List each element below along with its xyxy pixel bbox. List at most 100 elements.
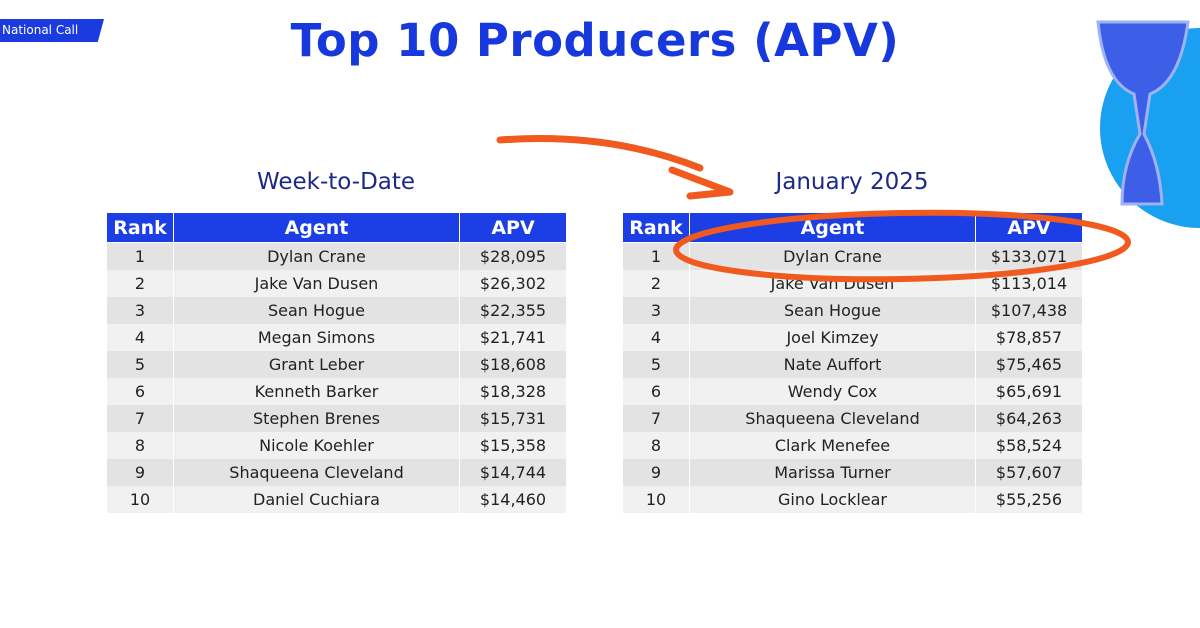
cell: $57,607 <box>975 459 1083 486</box>
cell: 2 <box>622 270 690 297</box>
cell: Daniel Cuchiara <box>173 486 460 513</box>
cell: $18,608 <box>459 351 567 378</box>
row: 4 Megan Simons $21,741 <box>106 324 567 351</box>
cell: Jake Van Dusen <box>689 270 976 297</box>
cell: Dylan Crane <box>689 242 976 270</box>
table-title: Week-to-Date <box>256 169 416 195</box>
table: Rank Agent APV 1 Dylan Crane $133,071 2 Jake Va… <box>622 212 1083 513</box>
cell: Kenneth Barker <box>173 378 460 405</box>
row: 1 Dylan Crane $133,071 <box>622 242 1083 270</box>
row: 4 Joel Kimzey $78,857 <box>622 324 1083 351</box>
cell: 10 <box>622 486 690 513</box>
cell: 7 <box>106 405 174 432</box>
cell: $22,355 <box>459 297 567 324</box>
header-cell: Agent <box>173 212 460 243</box>
row: 5 Nate Auffort $75,465 <box>622 351 1083 378</box>
cell: Clark Menefee <box>689 432 976 459</box>
cell: 9 <box>622 459 690 486</box>
cell: Grant Leber <box>173 351 460 378</box>
header-cell: APV <box>459 212 567 243</box>
title: Top 10 Producers (APV) <box>290 14 900 67</box>
cell: $75,465 <box>975 351 1083 378</box>
cell: $28,095 <box>459 242 567 270</box>
row: 7 Stephen Brenes $15,731 <box>106 405 567 432</box>
cell: $21,741 <box>459 324 567 351</box>
cell: 9 <box>106 459 174 486</box>
cell: 8 <box>106 432 174 459</box>
row: 2 Jake Van Dusen $26,302 <box>106 270 567 297</box>
cell: 8 <box>622 432 690 459</box>
table-head: Rank Agent APV <box>622 212 1083 243</box>
row: 5 Grant Leber $18,608 <box>106 351 567 378</box>
cell: 5 <box>622 351 690 378</box>
header-row: Rank Agent APV <box>106 212 567 243</box>
cell: 1 <box>622 242 690 270</box>
cell: Sean Hogue <box>173 297 460 324</box>
table: Rank Agent APV 1 Dylan Crane $28,095 2 Jake Van… <box>106 212 567 513</box>
row: 10 Gino Locklear $55,256 <box>622 486 1083 513</box>
cell: Nicole Koehler <box>173 432 460 459</box>
table-title: January 2025 <box>775 169 929 195</box>
cell: $58,524 <box>975 432 1083 459</box>
cell: $15,358 <box>459 432 567 459</box>
cell: $55,256 <box>975 486 1083 513</box>
cell: 4 <box>106 324 174 351</box>
row: 6 Kenneth Barker $18,328 <box>106 378 567 405</box>
cell: Jake Van Dusen <box>173 270 460 297</box>
row: 8 Clark Menefee $58,524 <box>622 432 1083 459</box>
table-body: 1 Dylan Crane $28,095 2 Jake Van Dusen $26,30… <box>106 242 567 513</box>
cell: $18,328 <box>459 378 567 405</box>
header-cell: Rank <box>622 212 690 243</box>
cell: Marissa Turner <box>689 459 976 486</box>
cell: $78,857 <box>975 324 1083 351</box>
cell: 6 <box>106 378 174 405</box>
arrow <box>496 135 704 172</box>
cell: 4 <box>622 324 690 351</box>
cell: $64,263 <box>975 405 1083 432</box>
cell: 6 <box>622 378 690 405</box>
row: 9 Shaqueena Cleveland $14,744 <box>106 459 567 486</box>
cell: Sean Hogue <box>689 297 976 324</box>
cell: Megan Simons <box>173 324 460 351</box>
cell: $14,744 <box>459 459 567 486</box>
row: 7 Shaqueena Cleveland $64,263 <box>622 405 1083 432</box>
header-cell: Rank <box>106 212 174 243</box>
header-cell: Agent <box>689 212 976 243</box>
row: 3 Sean Hogue $22,355 <box>106 297 567 324</box>
cell: Nate Auffort <box>689 351 976 378</box>
header-row: Rank Agent APV <box>622 212 1083 243</box>
row: 8 Nicole Koehler $15,358 <box>106 432 567 459</box>
cell: Joel Kimzey <box>689 324 976 351</box>
cell: 5 <box>106 351 174 378</box>
row: 1 Dylan Crane $28,095 <box>106 242 567 270</box>
cell: $113,014 <box>975 270 1083 297</box>
row: 10 Daniel Cuchiara $14,460 <box>106 486 567 513</box>
cell: Dylan Crane <box>173 242 460 270</box>
cell: $26,302 <box>459 270 567 297</box>
cell: $107,438 <box>975 297 1083 324</box>
cell: 2 <box>106 270 174 297</box>
row: 3 Sean Hogue $107,438 <box>622 297 1083 324</box>
table-head: Rank Agent APV <box>106 212 567 243</box>
cell: 10 <box>106 486 174 513</box>
row: 2 Jake Van Dusen $113,014 <box>622 270 1083 297</box>
row: 9 Marissa Turner $57,607 <box>622 459 1083 486</box>
cell: $15,731 <box>459 405 567 432</box>
cell: 3 <box>106 297 174 324</box>
cell: 3 <box>622 297 690 324</box>
cell: 1 <box>106 242 174 270</box>
cell: Wendy Cox <box>689 378 976 405</box>
cell: Gino Locklear <box>689 486 976 513</box>
cell: $133,071 <box>975 242 1083 270</box>
cell: Shaqueena Cleveland <box>173 459 460 486</box>
table-body: 1 Dylan Crane $133,071 2 Jake Van Dusen $113,… <box>622 242 1083 513</box>
cell: Stephen Brenes <box>173 405 460 432</box>
cell: 7 <box>622 405 690 432</box>
header-cell: APV <box>975 212 1083 243</box>
tag: National Call <box>0 19 104 42</box>
cell: $65,691 <box>975 378 1083 405</box>
cell: $14,460 <box>459 486 567 513</box>
cell: Shaqueena Cleveland <box>689 405 976 432</box>
row: 6 Wendy Cox $65,691 <box>622 378 1083 405</box>
